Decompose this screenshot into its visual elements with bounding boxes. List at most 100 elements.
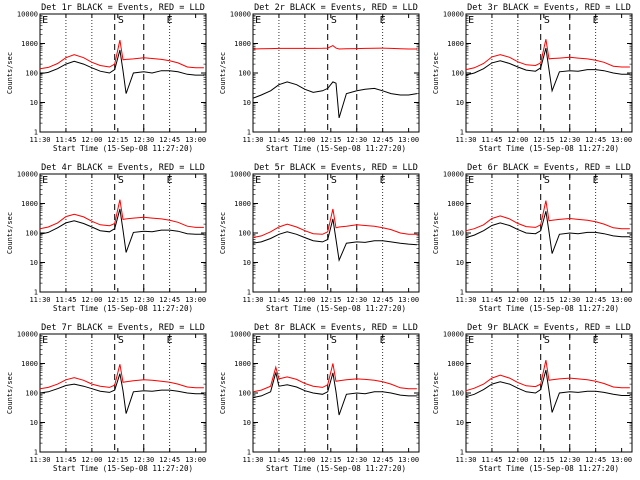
marker-label: S (331, 175, 337, 186)
y-tick-label: 100 (451, 390, 464, 398)
x-tick-label: 12:15 (107, 136, 128, 144)
marker-label: E (255, 175, 261, 186)
x-tick-label: 12:30 (559, 456, 580, 464)
events-series-line (39, 373, 204, 414)
lld-series-line (465, 200, 630, 232)
x-tick-label: 12:45 (585, 296, 606, 304)
y-tick-label: 10000 (230, 331, 251, 339)
y-tick-label: 1 (34, 129, 38, 137)
panel-det-8: Det 8r BLACK = Events, RED = LLD E S E 1 10 10… (219, 323, 420, 473)
panel-det-4: Det 4r BLACK = Events, RED = LLD E S E 1 10 10… (6, 163, 207, 313)
y-axis-label: Counts/sec (432, 212, 440, 254)
marker-label: E (167, 335, 173, 346)
marker-label: E (468, 175, 474, 186)
marker-label: S (118, 15, 124, 26)
events-series-line (252, 218, 417, 263)
x-tick-label: 11:45 (55, 456, 76, 464)
x-tick-label: 12:30 (346, 136, 367, 144)
y-tick-label: 10000 (17, 331, 38, 339)
y-tick-label: 10 (456, 419, 464, 427)
x-tick-label: 11:45 (481, 136, 502, 144)
x-tick-label: 12:45 (159, 136, 180, 144)
marker-label: E (42, 335, 48, 346)
x-tick-label: 11:30 (29, 136, 50, 144)
events-series-line (252, 372, 417, 416)
marker-label: E (593, 15, 599, 26)
marker-label: S (331, 15, 337, 26)
x-tick-label: 13:00 (185, 456, 206, 464)
panel-title: Det 4r BLACK = Events, RED = LLD (41, 163, 205, 173)
x-axis-label: Start Time (15-Sep-08 11:27:20) (266, 144, 406, 153)
x-tick-label: 12:45 (585, 136, 606, 144)
x-tick-label: 12:15 (533, 456, 554, 464)
lld-series-line (465, 359, 630, 392)
y-axis-label: Counts/sec (6, 372, 14, 414)
y-tick-label: 1000 (234, 360, 251, 368)
y-tick-label: 10 (456, 99, 464, 107)
y-tick-label: 1 (247, 129, 251, 137)
y-tick-label: 100 (238, 390, 251, 398)
x-tick-label: 11:30 (455, 456, 476, 464)
x-tick-label: 12:45 (159, 296, 180, 304)
y-axis-label: Counts/sec (219, 372, 227, 414)
y-tick-label: 1000 (447, 200, 464, 208)
panel-det-6: Det 6r BLACK = Events, RED = LLD E S E 1 10 10… (432, 163, 633, 313)
marker-label: E (380, 15, 386, 26)
y-tick-label: 1 (247, 449, 251, 457)
panel-det-9: Det 9r BLACK = Events, RED = LLD E S E 1 10 10… (432, 323, 633, 473)
panel-det-3: Det 3r BLACK = Events, RED = LLD E S E 1 10 10… (432, 3, 633, 153)
x-tick-label: 12:30 (133, 136, 154, 144)
x-axis-label: Start Time (15-Sep-08 11:27:20) (266, 464, 406, 473)
panel-title: Det 1r BLACK = Events, RED = LLD (41, 3, 205, 13)
x-tick-label: 12:00 (294, 296, 315, 304)
y-axis-label: Counts/sec (432, 372, 440, 414)
x-tick-label: 12:45 (372, 136, 393, 144)
marker-label: E (468, 15, 474, 26)
y-tick-label: 1 (460, 129, 464, 137)
panel-title: Det 7r BLACK = Events, RED = LLD (41, 323, 205, 333)
marker-label: E (593, 335, 599, 346)
lld-series-line (39, 39, 204, 70)
y-tick-label: 10 (30, 259, 38, 267)
marker-label: S (544, 335, 550, 346)
x-tick-label: 12:15 (533, 136, 554, 144)
events-series-line (465, 369, 630, 413)
events-series-line (39, 49, 204, 94)
lld-series-line (252, 45, 417, 50)
y-tick-label: 100 (238, 230, 251, 238)
y-tick-label: 1 (247, 289, 251, 297)
x-tick-label: 13:00 (398, 136, 419, 144)
lld-series-line (465, 39, 630, 71)
panel-title: Det 6r BLACK = Events, RED = LLD (467, 163, 631, 173)
marker-label: E (42, 15, 48, 26)
y-axis-label: Counts/sec (219, 212, 227, 254)
x-tick-label: 11:45 (268, 296, 289, 304)
x-axis-label: Start Time (15-Sep-08 11:27:20) (53, 464, 193, 473)
y-tick-label: 10000 (230, 11, 251, 19)
panel-det-7: Det 7r BLACK = Events, RED = LLD E S E 1 10 10… (6, 323, 207, 473)
y-tick-label: 1000 (21, 40, 38, 48)
x-tick-label: 12:30 (559, 136, 580, 144)
lld-series-line (39, 199, 204, 230)
x-tick-label: 12:30 (346, 296, 367, 304)
y-tick-label: 100 (451, 230, 464, 238)
y-tick-label: 10 (30, 99, 38, 107)
y-tick-label: 10 (243, 259, 251, 267)
panel-title: Det 9r BLACK = Events, RED = LLD (467, 323, 631, 333)
y-tick-label: 10 (243, 99, 251, 107)
x-tick-label: 13:00 (611, 456, 632, 464)
panel-title: Det 5r BLACK = Events, RED = LLD (254, 163, 418, 173)
y-tick-label: 10 (243, 419, 251, 427)
x-tick-label: 13:00 (398, 296, 419, 304)
x-tick-label: 13:00 (185, 296, 206, 304)
marker-label: E (468, 335, 474, 346)
x-tick-label: 11:45 (55, 136, 76, 144)
x-tick-label: 11:30 (455, 296, 476, 304)
x-tick-label: 12:30 (133, 456, 154, 464)
y-axis-label: Counts/sec (432, 52, 440, 94)
events-series-line (252, 81, 417, 119)
x-axis-label: Start Time (15-Sep-08 11:27:20) (53, 304, 193, 313)
marker-label: E (380, 175, 386, 186)
x-axis-label: Start Time (15-Sep-08 11:27:20) (479, 304, 619, 313)
x-tick-label: 12:00 (294, 136, 315, 144)
